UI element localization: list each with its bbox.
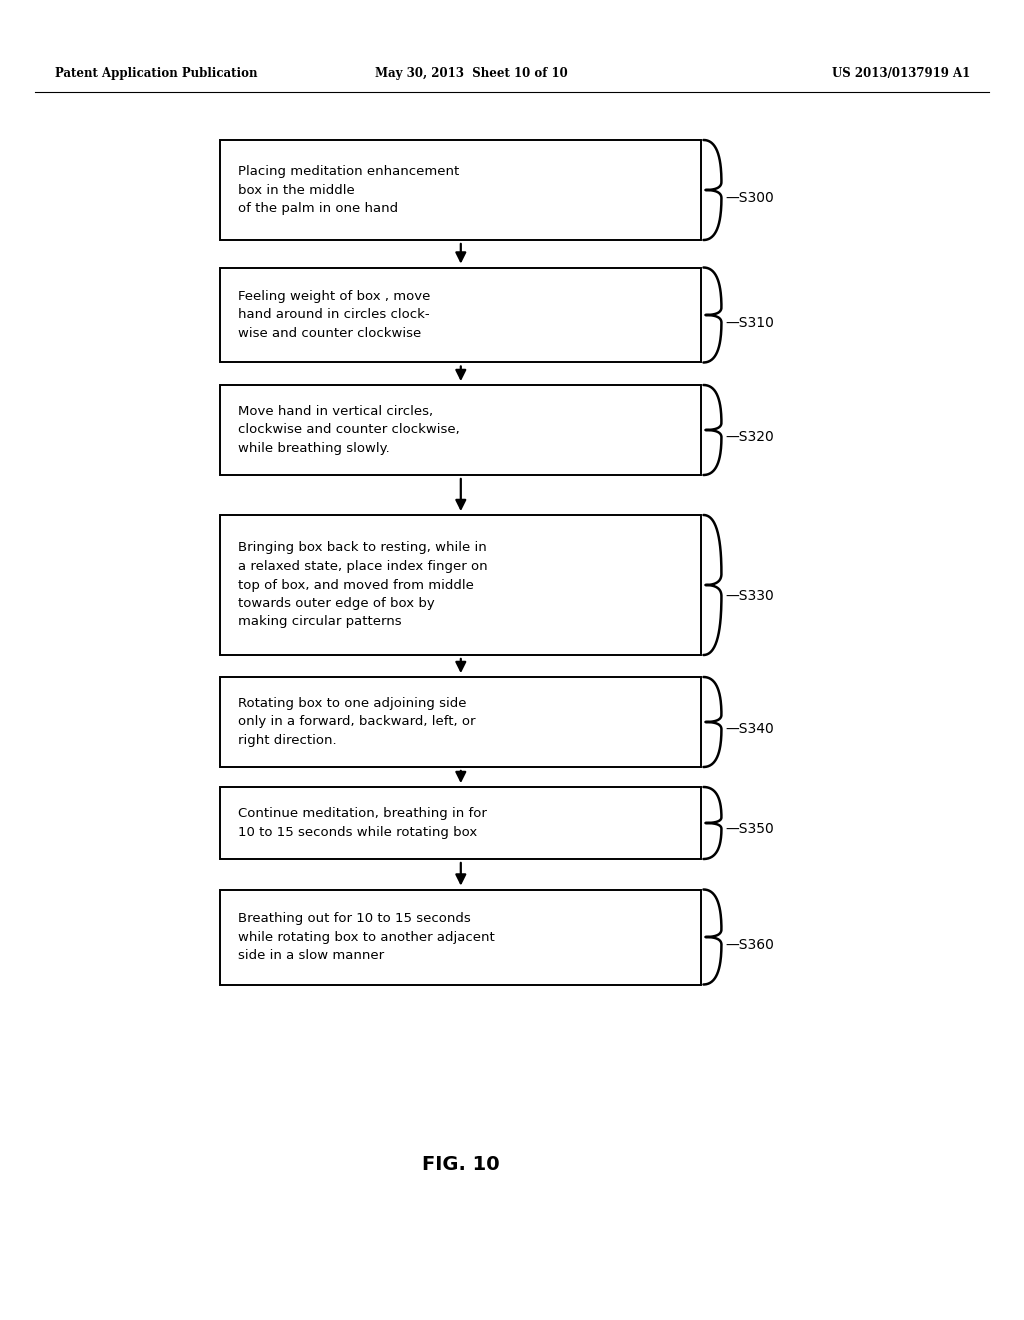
- Text: Patent Application Publication: Patent Application Publication: [55, 67, 257, 81]
- Text: —S300: —S300: [725, 191, 774, 205]
- FancyBboxPatch shape: [220, 890, 701, 985]
- FancyBboxPatch shape: [220, 787, 701, 859]
- Text: —S310: —S310: [725, 315, 774, 330]
- Text: —S360: —S360: [725, 937, 774, 952]
- Text: Breathing out for 10 to 15 seconds
while rotating box to another adjacent
side i: Breathing out for 10 to 15 seconds while…: [239, 912, 495, 962]
- Text: Move hand in vertical circles,
clockwise and counter clockwise,
while breathing : Move hand in vertical circles, clockwise…: [239, 405, 460, 455]
- FancyBboxPatch shape: [220, 268, 701, 363]
- FancyBboxPatch shape: [220, 515, 701, 655]
- Text: Bringing box back to resting, while in
a relaxed state, place index finger on
to: Bringing box back to resting, while in a…: [239, 541, 487, 628]
- FancyBboxPatch shape: [220, 677, 701, 767]
- Text: Placing meditation enhancement
box in the middle
of the palm in one hand: Placing meditation enhancement box in th…: [239, 165, 460, 215]
- Text: —S330: —S330: [725, 589, 774, 603]
- Text: FIG. 10: FIG. 10: [422, 1155, 500, 1175]
- FancyBboxPatch shape: [220, 140, 701, 240]
- Text: Continue meditation, breathing in for
10 to 15 seconds while rotating box: Continue meditation, breathing in for 10…: [239, 808, 487, 838]
- Text: —S350: —S350: [725, 822, 774, 836]
- Text: —S320: —S320: [725, 430, 774, 445]
- Text: US 2013/0137919 A1: US 2013/0137919 A1: [831, 67, 971, 81]
- FancyBboxPatch shape: [220, 385, 701, 475]
- Text: —S340: —S340: [725, 722, 774, 737]
- Text: May 30, 2013  Sheet 10 of 10: May 30, 2013 Sheet 10 of 10: [375, 67, 567, 81]
- Text: Feeling weight of box , move
hand around in circles clock-
wise and counter cloc: Feeling weight of box , move hand around…: [239, 290, 430, 341]
- Text: Rotating box to one adjoining side
only in a forward, backward, left, or
right d: Rotating box to one adjoining side only …: [239, 697, 476, 747]
